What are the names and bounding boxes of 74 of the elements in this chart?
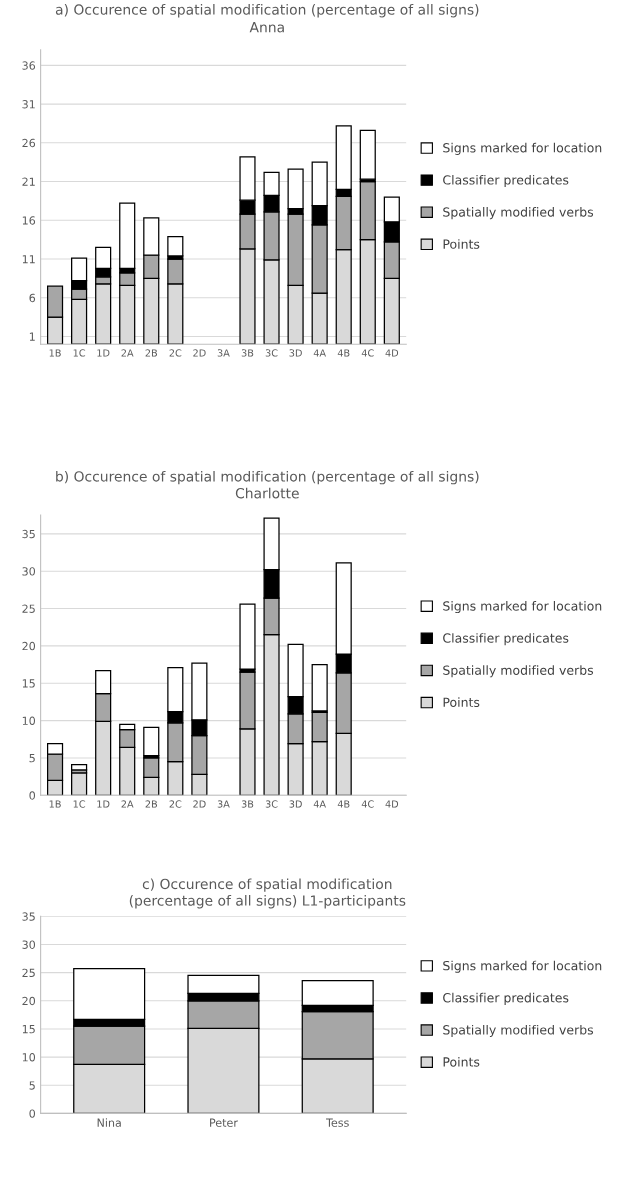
y-tick-label: 10 (22, 1053, 36, 1062)
x-tick-label: 4B (337, 349, 350, 357)
x-tick-label: 1C (73, 349, 86, 357)
x-tick-label: 1D (97, 349, 110, 357)
x-tick-label: 2B (145, 800, 158, 808)
x-tick-label: Tess (326, 1118, 349, 1127)
y-tick-label: 25 (22, 968, 35, 978)
y-tick-label: 21 (22, 177, 35, 186)
legend-label: Classifier predicates (443, 992, 569, 1005)
x-tick-label: Nina (97, 1118, 121, 1127)
x-tick-label: 4C (361, 800, 374, 808)
y-tick-label: 0 (29, 791, 36, 800)
x-tick-label: 3B (241, 800, 254, 808)
legend-label: Classifier predicates (443, 174, 569, 188)
x-tick-label: 4D (385, 349, 399, 357)
y-tick-label: 20 (22, 641, 36, 651)
x-tick-label: 4A (313, 349, 326, 357)
x-tick-label: 4A (313, 800, 326, 808)
chart-title: b) Occurence of spatial modification (percentage of all signs) (56, 470, 479, 485)
x-tick-label: 1B (49, 349, 61, 357)
x-tick-label: 2D (193, 800, 206, 808)
y-tick-label: 16 (22, 216, 36, 225)
y-tick-label: 5 (29, 754, 35, 763)
x-tick-label: 4D (385, 800, 399, 808)
x-tick-label: 3A (217, 800, 230, 808)
chart-subtitle: Anna (249, 22, 284, 33)
x-tick-label: 4C (361, 349, 374, 357)
y-tick-label: 0 (29, 1109, 36, 1118)
legend-label: Signs marked for location (443, 601, 602, 614)
x-tick-label: 3A (217, 349, 230, 357)
x-tick-label: 3C (265, 800, 278, 808)
y-tick-label: 35 (22, 912, 35, 921)
legend-label: Signs marked for location (443, 960, 602, 973)
y-tick-label: 10 (22, 716, 36, 725)
chart-title: c) Occurence of spatial modification (percentage of all signs) L1-participants (129, 878, 406, 909)
y-tick-label: 30 (22, 940, 36, 949)
x-tick-label: 3D (289, 800, 302, 808)
y-tick-label: 5 (29, 1081, 35, 1090)
y-tick-label: 25 (22, 604, 35, 613)
legend-label: Points (443, 239, 480, 249)
y-tick-label: 11 (22, 255, 35, 264)
x-tick-label: 2B (145, 349, 158, 357)
legend-label: Spatially modified verbs (443, 1024, 594, 1037)
x-tick-label: 1B (49, 800, 61, 808)
x-tick-label: 2C (169, 800, 182, 808)
legend-label: Spatially modified verbs (443, 207, 594, 220)
x-tick-label: 3C (265, 349, 278, 357)
x-tick-label: Peter (210, 1118, 238, 1127)
x-tick-label: 1D (97, 800, 110, 808)
chart-title: a) Occurence of spatial modification (percentage of all signs) (55, 4, 479, 18)
x-tick-label: 2A (121, 800, 134, 808)
x-tick-label: 3D (289, 349, 302, 357)
x-tick-label: 2C (169, 349, 182, 357)
y-tick-label: 15 (22, 679, 35, 688)
x-tick-label: 4B (337, 800, 350, 808)
legend-label: Classifier predicates (443, 633, 569, 646)
y-tick-label: 36 (22, 61, 36, 70)
y-tick-label: 15 (22, 1025, 35, 1034)
y-tick-label: 1 (29, 332, 35, 341)
x-tick-label: 2A (121, 349, 134, 357)
x-tick-label: 1C (73, 800, 86, 808)
chart-subtitle: Charlotte (235, 487, 299, 499)
y-tick-label: 31 (22, 100, 35, 109)
legend-label: Points (443, 1056, 480, 1067)
legend-label: Spatially modified verbs (443, 665, 594, 678)
x-tick-label: 2D (193, 349, 206, 357)
x-tick-label: 3B (241, 349, 254, 357)
y-tick-label: 35 (22, 529, 35, 539)
y-tick-label: 30 (22, 567, 36, 576)
legend-label: Points (443, 697, 480, 707)
legend-label: Signs marked for location (443, 142, 602, 155)
y-tick-label: 26 (22, 138, 36, 148)
y-tick-label: 6 (29, 293, 36, 303)
y-tick-label: 20 (22, 996, 36, 1006)
